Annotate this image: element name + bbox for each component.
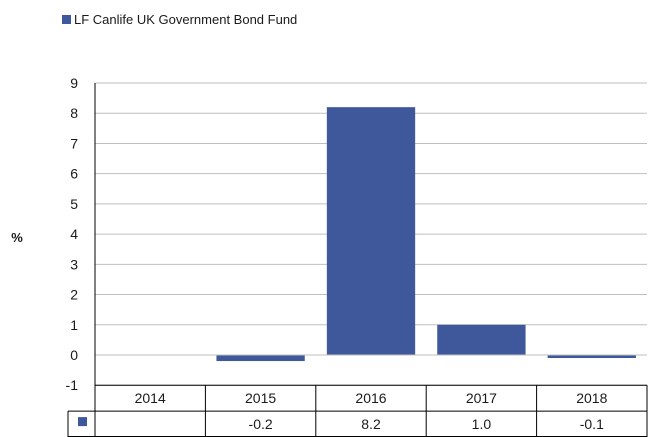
table-value-label: 8.2: [361, 416, 381, 432]
y-tick-label: 2: [70, 287, 78, 303]
legend-label: LF Canlife UK Government Bond Fund: [74, 12, 298, 27]
y-tick-label: 1: [70, 317, 78, 333]
y-tick-label: 9: [70, 75, 78, 91]
table-legend-key: [78, 417, 87, 427]
y-tick-label: 5: [70, 196, 78, 212]
y-axis-label: %: [11, 230, 23, 245]
legend-swatch: [62, 15, 71, 24]
x-category-label: 2017: [466, 390, 497, 406]
table-value-label: -0.1: [580, 416, 604, 432]
y-tick-label: -1: [66, 377, 79, 393]
x-category-label: 2014: [135, 390, 166, 406]
y-tick-label: 4: [70, 226, 78, 242]
table-value-label: 1.0: [472, 416, 492, 432]
bar: [326, 107, 416, 355]
y-tick-label: 0: [70, 347, 78, 363]
x-category-label: 2018: [576, 390, 607, 406]
y-tick-label: 8: [70, 105, 78, 121]
y-tick-label: 7: [70, 135, 78, 151]
y-tick-label: 3: [70, 256, 78, 272]
chart-legend: LF Canlife UK Government Bond Fund: [62, 12, 297, 27]
x-category-label: 2015: [245, 390, 276, 406]
y-tick-label: 6: [70, 166, 78, 182]
bar: [437, 324, 526, 355]
x-category-label: 2016: [355, 390, 386, 406]
bar: [216, 355, 305, 362]
table-value-label: -0.2: [249, 416, 273, 432]
bar: [547, 355, 636, 359]
